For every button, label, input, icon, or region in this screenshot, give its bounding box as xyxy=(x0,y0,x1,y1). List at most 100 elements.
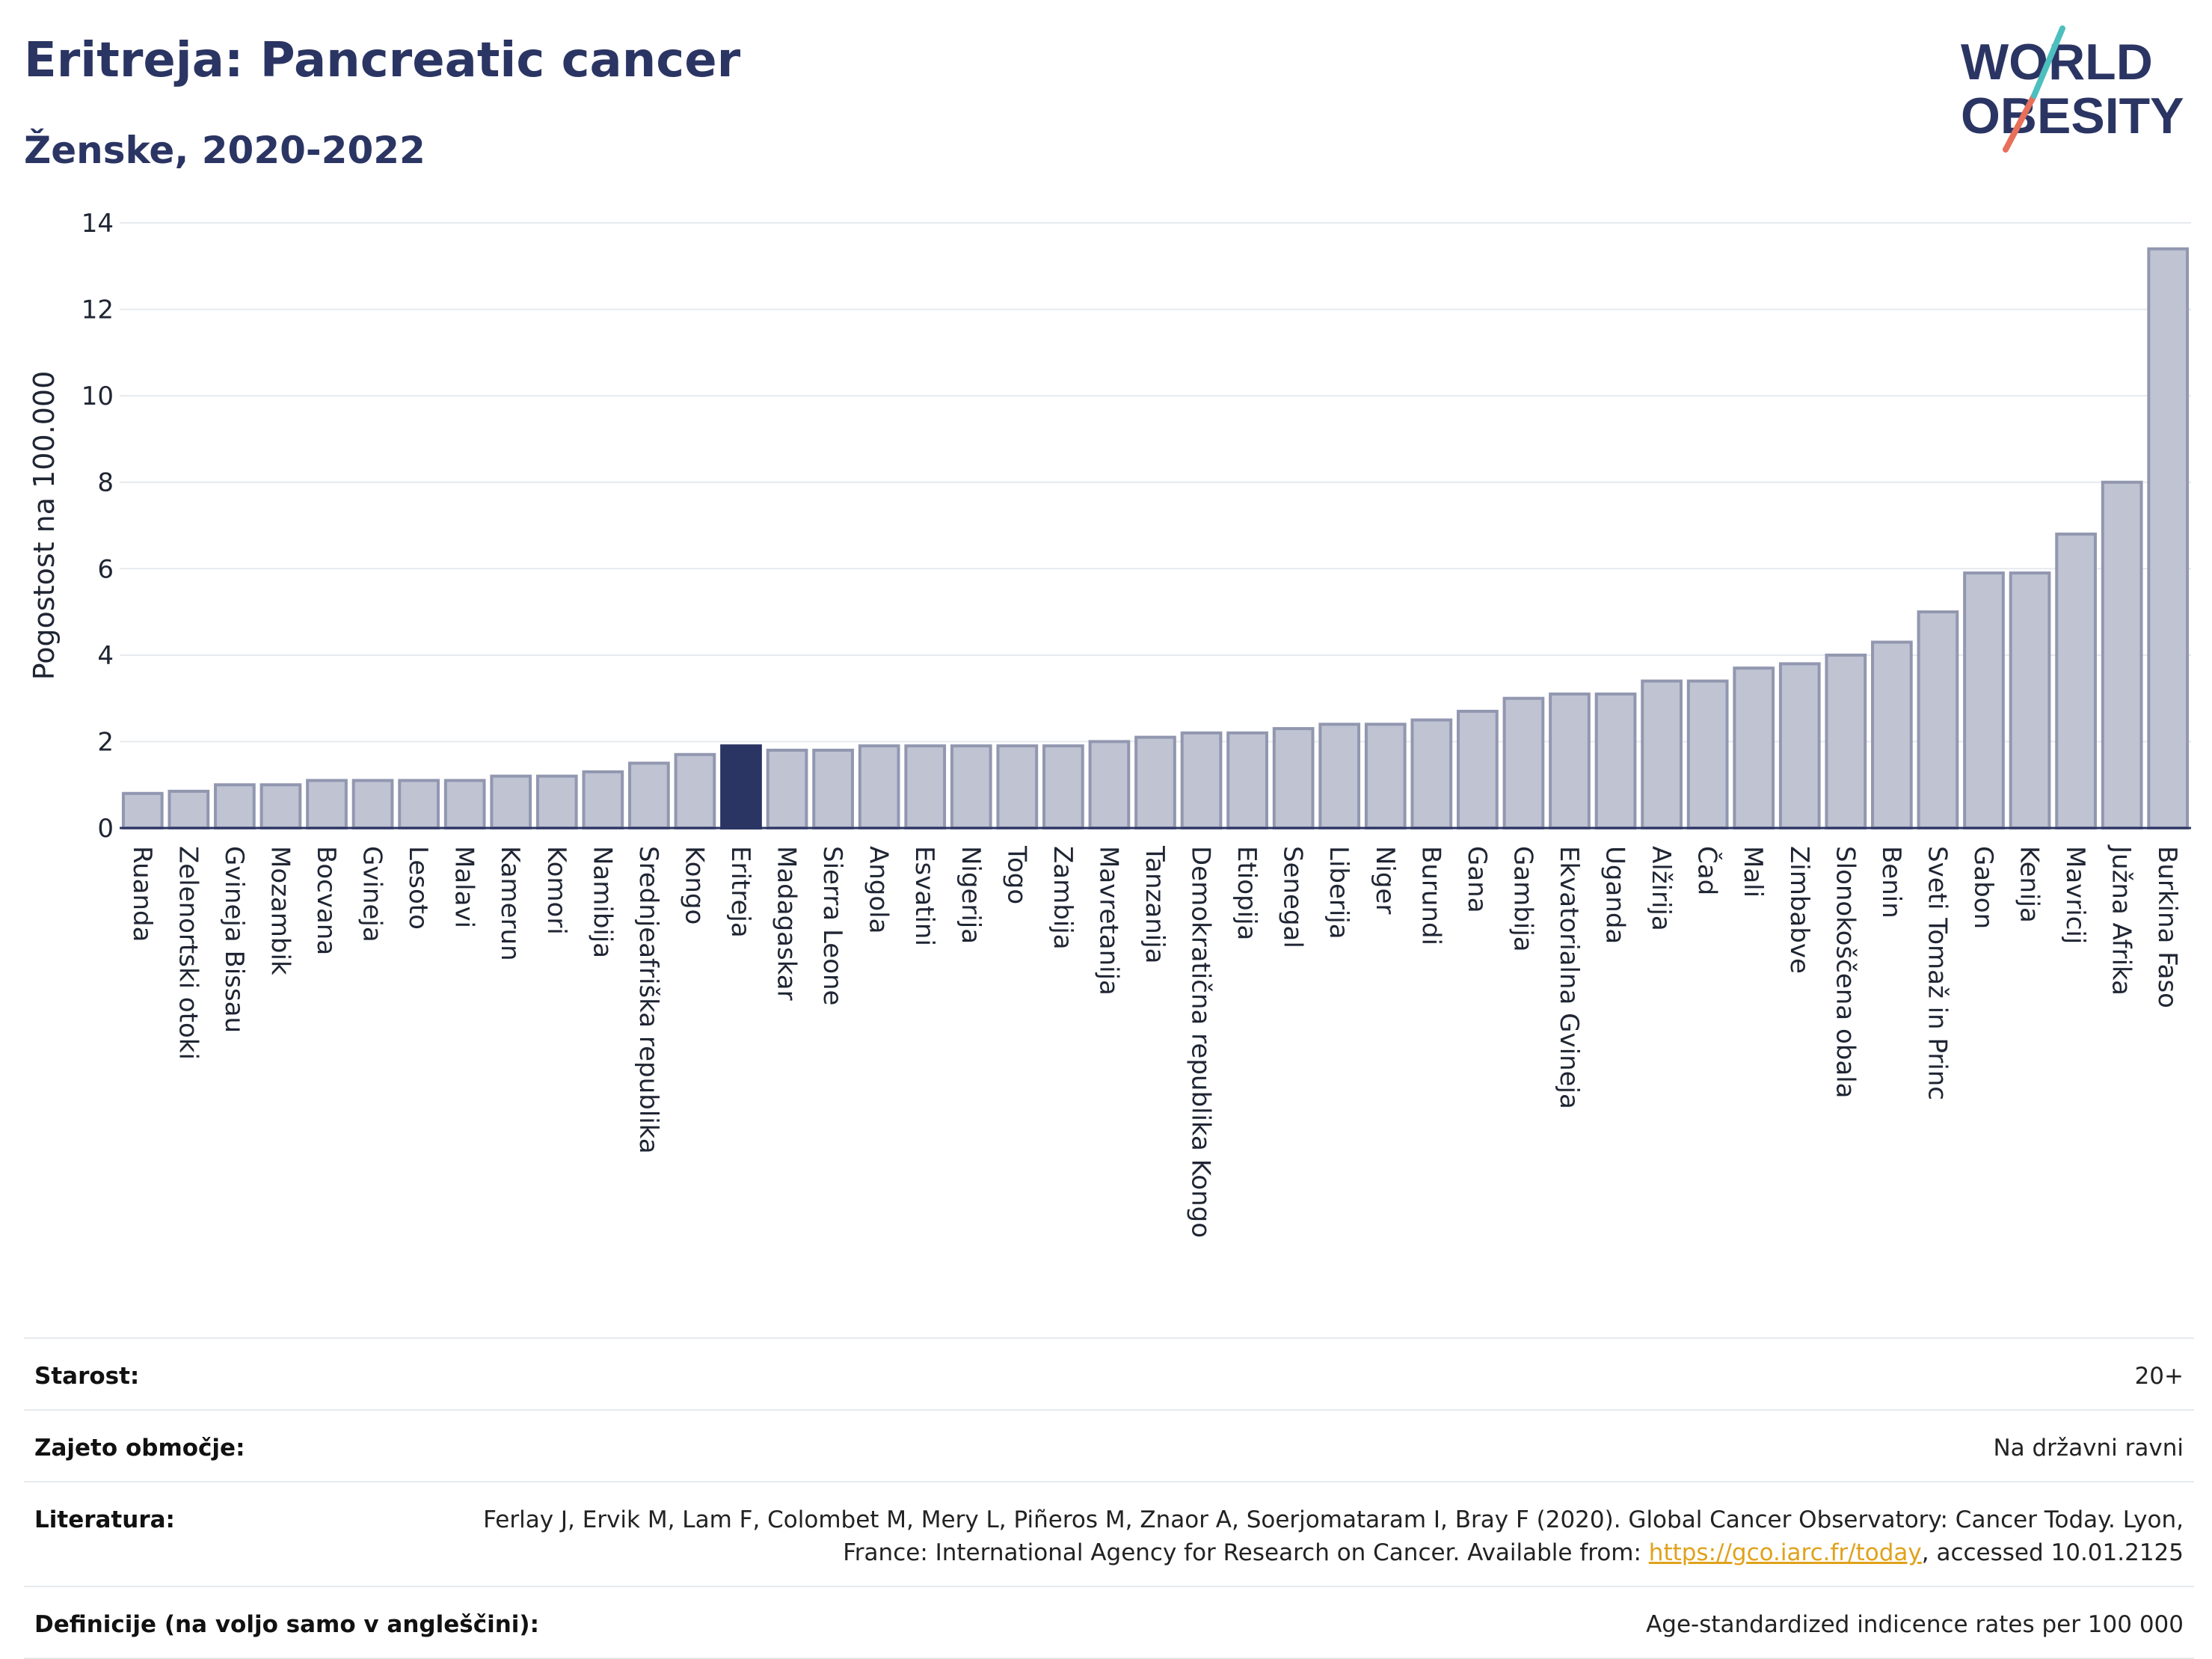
bar xyxy=(812,748,854,830)
x-category-label: Senegal xyxy=(1278,846,1308,948)
y-tick-label: 14 xyxy=(82,209,114,239)
bar xyxy=(628,761,670,830)
bar xyxy=(1686,679,1729,830)
y-tick-label: 0 xyxy=(97,814,114,844)
x-category-label: Esvatini xyxy=(909,846,939,946)
y-axis-label: Pogostost na 100.000 xyxy=(28,371,61,681)
x-category-label: Zelenortski otoki xyxy=(173,846,203,1060)
bar xyxy=(1733,666,1775,830)
page-subtitle: Ženske, 2020-2022 xyxy=(24,129,425,172)
literature-link[interactable]: https://gco.iarc.fr/today xyxy=(1648,1539,1922,1566)
info-row-age: Starost: 20+ xyxy=(24,1339,2194,1411)
x-category-label: Kenija xyxy=(2015,846,2044,923)
y-tick-label: 12 xyxy=(82,295,114,325)
bar xyxy=(1502,696,1545,830)
logo-line2: OBESITY xyxy=(1961,88,2184,144)
world-obesity-logo: WORLD OBESITY xyxy=(1961,25,2184,153)
x-category-label: Togo xyxy=(1001,845,1031,904)
x-category-label: Malavi xyxy=(449,846,479,928)
x-category-label: Alžirija xyxy=(1646,846,1676,931)
bar xyxy=(1088,740,1131,830)
bar xyxy=(1272,727,1315,830)
y-tick-label: 6 xyxy=(97,554,114,584)
x-axis-labels: Ruanda Zelenortski otoki Gvineja Bissau Moz… xyxy=(127,844,2182,1238)
x-category-label: Demokratična republika Kongo xyxy=(1186,846,1216,1238)
y-tick-label: 8 xyxy=(97,468,114,498)
bar xyxy=(1594,692,1637,830)
bar xyxy=(2147,247,2190,830)
bar xyxy=(1917,610,1959,830)
bar xyxy=(535,774,578,830)
info-key-definitions: Definicije (na voljo samo v angleščini): xyxy=(34,1611,539,1638)
x-category-label: Gana xyxy=(1462,846,1492,913)
info-key-age: Starost: xyxy=(34,1363,140,1390)
bar-highlighted xyxy=(720,744,762,830)
x-category-label: Zambija xyxy=(1048,846,1078,950)
x-category-label: Lesoto xyxy=(403,846,433,930)
x-category-label: Čad xyxy=(1692,846,1723,895)
x-category-label: Gambija xyxy=(1508,846,1537,952)
x-category-label: Zimbabve xyxy=(1784,846,1814,974)
x-category-label: Burundi xyxy=(1416,846,1446,945)
bar xyxy=(1641,679,1683,830)
info-row-literature: Literatura: Ferlay J, Ervik M, Lam F, Co… xyxy=(24,1482,2194,1587)
x-category-label: Nigerija xyxy=(956,846,986,944)
bar xyxy=(1457,709,1499,830)
page-title: Eritreja: Pancreatic cancer xyxy=(24,33,741,88)
bar xyxy=(490,774,532,830)
logo-slash-coral xyxy=(2003,93,2037,153)
bar xyxy=(1364,723,1407,830)
x-category-label: Srednjeafriška republika xyxy=(633,846,663,1154)
x-category-label: Tanzanija xyxy=(1140,845,1170,963)
x-category-label: Gvineja Bissau xyxy=(219,846,249,1033)
bar-chart: 0 2 4 6 8 10 12 14 Ruanda Zelenortski otoki Gvine… xyxy=(28,209,2191,1238)
info-key-literature: Literatura: xyxy=(34,1506,175,1533)
bar xyxy=(2101,480,2143,830)
bar xyxy=(443,779,486,830)
x-category-label: Uganda xyxy=(1600,846,1630,944)
x-category-label: Sierra Leone xyxy=(817,846,847,1005)
x-category-label: Niger xyxy=(1370,846,1400,914)
bar xyxy=(306,779,348,830)
bar xyxy=(2055,533,2097,830)
x-category-label: Mali xyxy=(1738,846,1768,898)
bar xyxy=(996,744,1039,830)
bar xyxy=(398,779,440,830)
x-category-label: Etiopija xyxy=(1232,846,1262,940)
x-category-label: Benin xyxy=(1876,846,1906,919)
x-category-label: Eritreja xyxy=(725,846,755,938)
bar xyxy=(1963,571,2005,830)
x-category-label: Ruanda xyxy=(127,846,157,942)
x-category-label: Madagaskar xyxy=(772,846,802,1001)
bar xyxy=(950,744,992,830)
info-value-definitions: Age-standardized indicence rates per 100… xyxy=(1646,1611,2184,1638)
bar xyxy=(214,783,256,830)
logo-slash-teal xyxy=(2031,25,2065,99)
info-table: Starost: 20+ Zajeto območje: Na državni … xyxy=(24,1337,2194,1659)
x-category-label: Mozambik xyxy=(265,846,295,975)
bar xyxy=(1134,735,1176,830)
x-category-label: Ekvatorialna Gvineja xyxy=(1554,846,1584,1109)
info-row-definitions: Definicije (na voljo samo v angleščini):… xyxy=(24,1587,2194,1659)
x-category-label: Gvineja xyxy=(357,846,387,942)
bar xyxy=(168,789,210,830)
bar xyxy=(858,744,900,830)
x-category-label: Liberija xyxy=(1324,846,1354,939)
bar xyxy=(1042,744,1084,830)
y-tick-label: 2 xyxy=(97,727,114,757)
x-category-label: Kamerun xyxy=(495,846,525,961)
x-category-label: Angola xyxy=(864,846,894,933)
x-category-label: Kongo xyxy=(679,846,709,924)
x-category-label: Namibija xyxy=(587,846,617,958)
bar xyxy=(674,752,716,830)
bar xyxy=(1825,653,1867,830)
info-row-coverage: Zajeto območje: Na državni ravni xyxy=(24,1411,2194,1482)
x-category-label: Gabon xyxy=(1968,846,1998,929)
x-category-label: Sveti Tomaž in Princ xyxy=(1922,846,1952,1100)
y-tick-label: 4 xyxy=(97,641,114,671)
y-axis-ticks: 0 2 4 6 8 10 12 14 xyxy=(82,209,114,844)
x-category-label: Mavricij xyxy=(2060,846,2090,944)
bar xyxy=(259,783,302,830)
x-category-label: Južna Afrika xyxy=(2107,844,2136,996)
x-category-label: Bocvana xyxy=(311,846,341,955)
